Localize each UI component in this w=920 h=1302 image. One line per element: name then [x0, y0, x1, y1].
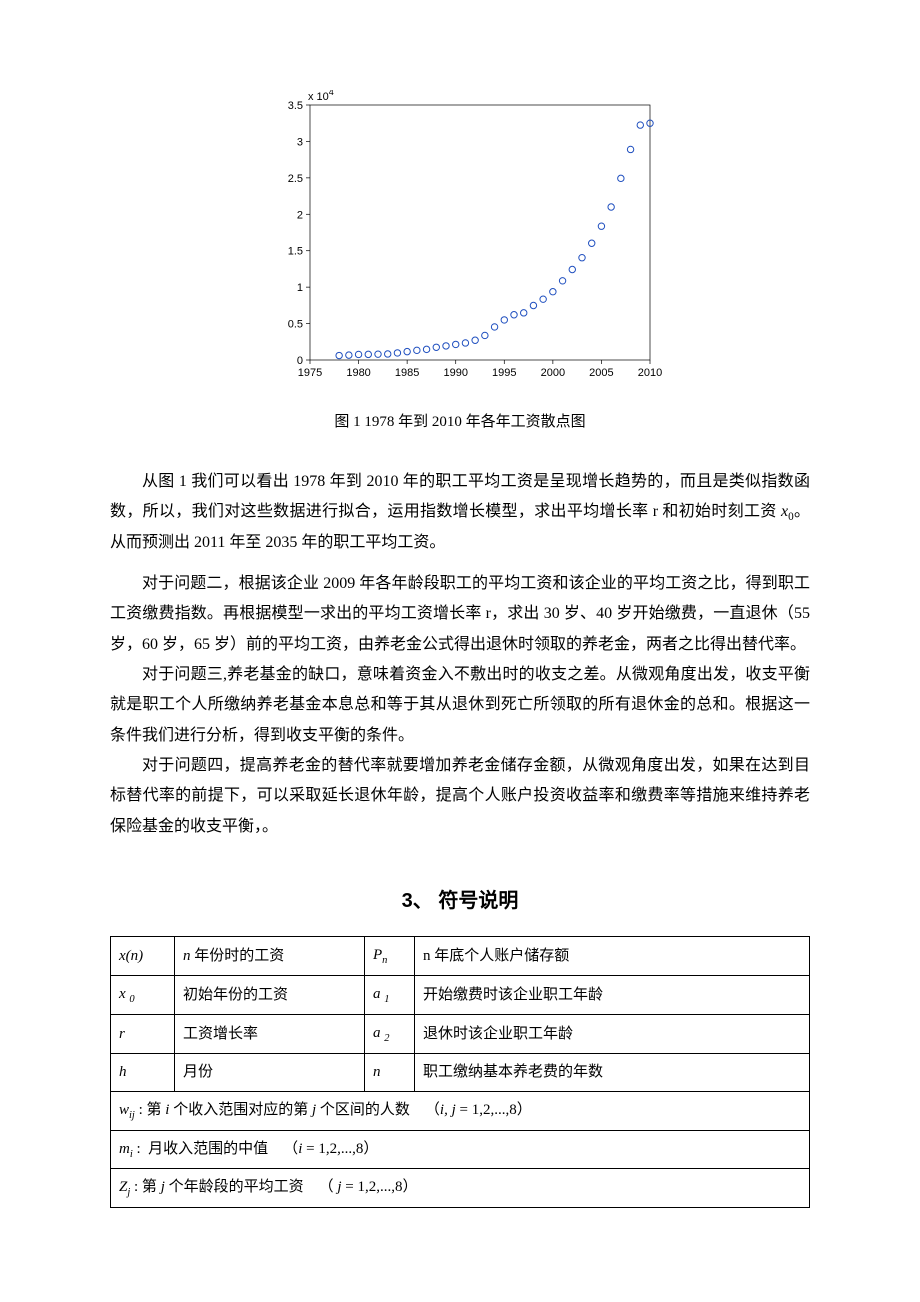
svg-text:1975: 1975 [298, 367, 322, 379]
section-3-title: 3、 符号说明 [110, 882, 810, 920]
symbol-cell: h [111, 1054, 175, 1092]
full-row-cell: wij : 第 i 个收入范围对应的第 j 个区间的人数 （i, j = 1,2… [111, 1091, 810, 1130]
desc-cell: 初始年份的工资 [175, 976, 365, 1015]
table-row: x(n) n 年份时的工资 Pn n 年底个人账户储存额 [111, 937, 810, 976]
desc-cell: n 年份时的工资 [175, 937, 365, 976]
desc-cell: n 年底个人账户储存额 [415, 937, 810, 976]
table-row: r 工资增长率 a 2 退休时该企业职工年龄 [111, 1015, 810, 1054]
paragraph-3: 对于问题三,养老基金的缺口，意味着资金入不敷出时的收支之差。从微观角度出发，收支… [110, 660, 810, 751]
svg-text:2010: 2010 [638, 367, 662, 379]
x-axis: 1975 1980 1985 1990 1995 2000 2005 2010 [298, 360, 662, 379]
symbols-table: x(n) n 年份时的工资 Pn n 年底个人账户储存额 x 0 初始年份的工资… [110, 936, 810, 1208]
svg-text:0: 0 [297, 355, 303, 367]
svg-text:1995: 1995 [492, 367, 516, 379]
y-axis: 0 0.5 1 1.5 2 2.5 3 3.5 [288, 100, 310, 367]
svg-text:3: 3 [297, 136, 303, 148]
svg-text:1: 1 [297, 282, 303, 294]
table-row: wij : 第 i 个收入范围对应的第 j 个区间的人数 （i, j = 1,2… [111, 1091, 810, 1130]
svg-text:1.5: 1.5 [288, 246, 303, 258]
table-row: x 0 初始年份的工资 a 1 开始缴费时该企业职工年龄 [111, 976, 810, 1015]
symbol-cell: Pn [365, 937, 415, 976]
full-row-cell: mi : 月收入范围的中值 （i = 1,2,...,8） [111, 1130, 810, 1169]
desc-cell: 退休时该企业职工年龄 [415, 1015, 810, 1054]
paragraph-2: 对于问题二，根据该企业 2009 年各年龄段职工的平均工资和该企业的平均工资之比… [110, 569, 810, 660]
table-row: Zj : 第 j 个年龄段的平均工资 （ j = 1,2,...,8） [111, 1169, 810, 1208]
symbol-cell: a 1 [365, 976, 415, 1015]
svg-text:1980: 1980 [346, 367, 370, 379]
table-row: h 月份 n 职工缴纳基本养老费的年数 [111, 1054, 810, 1092]
svg-text:0.5: 0.5 [288, 319, 303, 331]
desc-cell: 工资增长率 [175, 1015, 365, 1054]
symbol-cell: r [111, 1015, 175, 1054]
chart-caption: 图 1 1978 年到 2010 年各年工资散点图 [334, 408, 585, 437]
svg-text:1985: 1985 [395, 367, 419, 379]
desc-cell: 开始缴费时该企业职工年龄 [415, 976, 810, 1015]
paragraph-4: 对于问题四，提高养老金的替代率就要增加养老金储存金额，从微观角度出发，如果在达到… [110, 751, 810, 842]
symbol-cell: x 0 [111, 976, 175, 1015]
scatter-chart: x 104 00.511.522.533.5 19751980198519901… [250, 90, 670, 390]
y-axis-exponent: x 104 [308, 90, 334, 103]
svg-text:2: 2 [297, 209, 303, 221]
paragraph-1: 从图 1 我们可以看出 1978 年到 2010 年的职工平均工资是呈现增长趋势… [110, 467, 810, 559]
symbol-cell: x(n) [111, 937, 175, 976]
symbol-cell: n [365, 1054, 415, 1092]
full-row-cell: Zj : 第 j 个年龄段的平均工资 （ j = 1,2,...,8） [111, 1169, 810, 1208]
table-row: mi : 月收入范围的中值 （i = 1,2,...,8） [111, 1130, 810, 1169]
svg-text:1990: 1990 [443, 367, 467, 379]
desc-cell: 月份 [175, 1054, 365, 1092]
scatter-chart-container: x 104 00.511.522.533.5 19751980198519901… [110, 90, 810, 437]
svg-text:3.5: 3.5 [288, 100, 303, 112]
symbol-cell: a 2 [365, 1015, 415, 1054]
svg-text:2.5: 2.5 [288, 173, 303, 185]
svg-text:2005: 2005 [589, 367, 613, 379]
svg-text:2000: 2000 [541, 367, 565, 379]
desc-cell: 职工缴纳基本养老费的年数 [415, 1054, 810, 1092]
